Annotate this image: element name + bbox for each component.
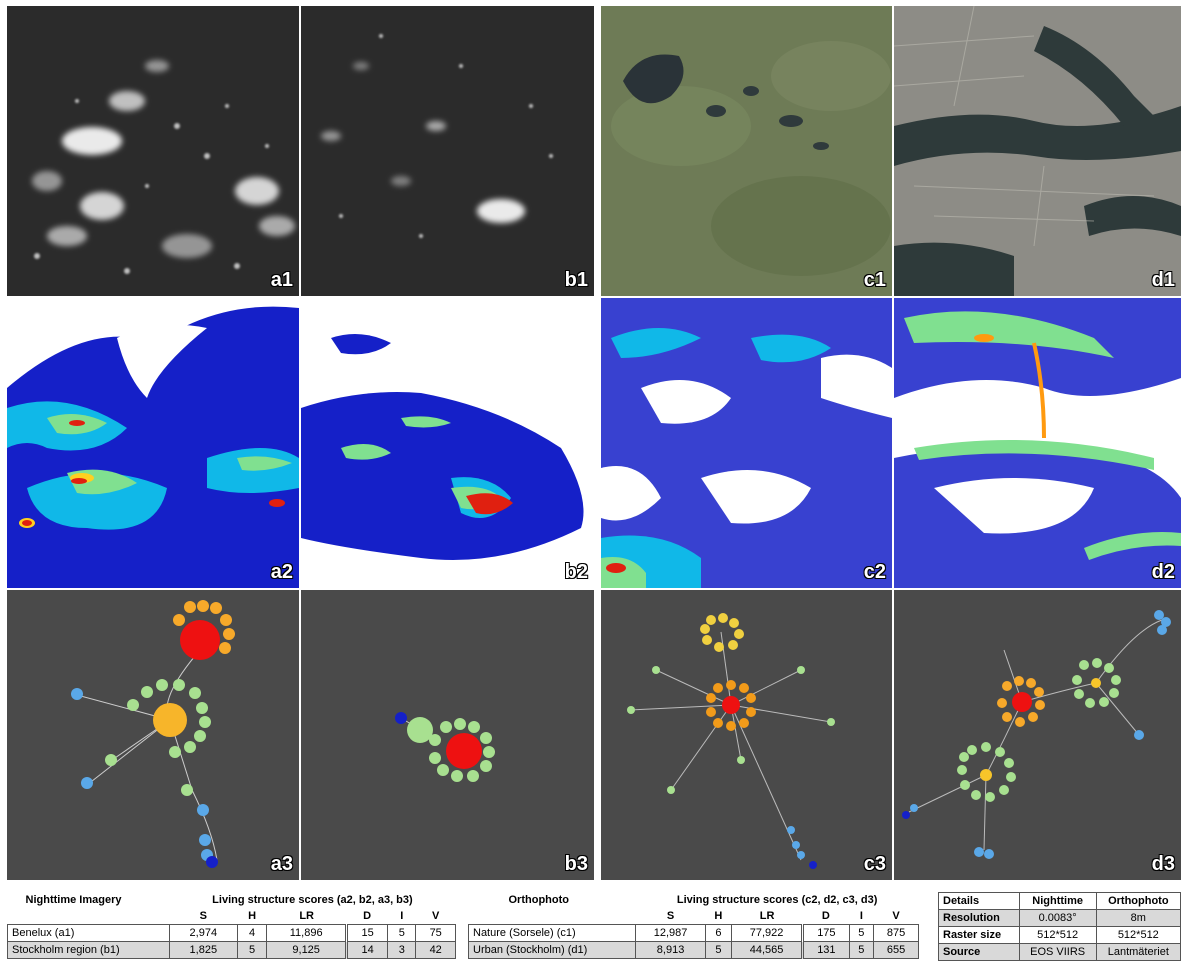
col-header: LR bbox=[266, 908, 347, 925]
panel-label: d2 bbox=[1151, 561, 1175, 583]
table-row: Stockholm region (b1) 1,825 5 9,125 14 3… bbox=[7, 941, 456, 959]
panel-label: c3 bbox=[863, 853, 886, 875]
scores-title: Living structure scores (a2, b2, a3, b3) bbox=[212, 894, 413, 906]
panel-label: c2 bbox=[863, 561, 886, 583]
panel-label: d1 bbox=[1151, 269, 1175, 291]
col-header: H bbox=[705, 908, 732, 925]
panel-b3-network: b3 bbox=[301, 590, 594, 880]
table-row: Raster size 512*512 512*512 bbox=[938, 926, 1182, 944]
panel-label: c1 bbox=[863, 269, 886, 291]
panel-b1-night-stockholm: b1 bbox=[301, 6, 594, 296]
panel-d1-ortho-urban: d1 bbox=[894, 6, 1181, 296]
table-row: Source EOS VIIRS Lantmäteriet bbox=[938, 943, 1182, 961]
panel-label: d3 bbox=[1151, 853, 1175, 875]
nighttime-scores-table: Nighttime Imagery Living structure score… bbox=[7, 892, 456, 959]
panel-label: b2 bbox=[564, 561, 588, 583]
panel-b2-structure-map: b2 bbox=[301, 298, 594, 588]
details-table: Details Nighttime Orthophoto Resolution … bbox=[938, 892, 1182, 961]
col-header: I bbox=[849, 908, 874, 925]
table-row: Nature (Sorsele) (c1) 12,987 6 77,922 17… bbox=[467, 924, 919, 942]
panel-a3-network: a3 bbox=[7, 590, 299, 880]
col-header: H bbox=[237, 908, 267, 925]
table-row: Benelux (a1) 2,974 4 11,896 15 5 75 bbox=[7, 924, 456, 942]
panel-c2-structure-map: c2 bbox=[601, 298, 892, 588]
col-header: I bbox=[387, 908, 416, 925]
col-header: S bbox=[169, 908, 238, 925]
table-title: Orthophoto bbox=[508, 894, 569, 906]
panel-label: b3 bbox=[564, 853, 588, 875]
panel-a2-structure-map: a2 bbox=[7, 298, 299, 588]
col-header: S bbox=[635, 908, 706, 925]
table-title: Nighttime Imagery bbox=[25, 894, 122, 906]
panel-a1-night-benelux: a1 bbox=[7, 6, 299, 296]
col-header: V bbox=[873, 908, 919, 925]
panel-d2-structure-map: d2 bbox=[894, 298, 1181, 588]
panel-c1-ortho-nature: c1 bbox=[601, 6, 892, 296]
col-header: D bbox=[346, 908, 388, 925]
col-header: V bbox=[415, 908, 456, 925]
panel-d3-network: d3 bbox=[894, 590, 1181, 880]
panel-label: a1 bbox=[270, 269, 293, 291]
panel-label: a3 bbox=[270, 853, 293, 875]
table-header-row: Details Nighttime Orthophoto bbox=[938, 892, 1182, 910]
orthophoto-scores-table: Orthophoto Living structure scores (c2, … bbox=[467, 892, 919, 959]
table-row: Urban (Stockholm) (d1) 8,913 5 44,565 13… bbox=[467, 941, 919, 959]
col-header: D bbox=[802, 908, 850, 925]
panel-label: b1 bbox=[564, 269, 588, 291]
panel-c3-network: c3 bbox=[601, 590, 892, 880]
scores-title: Living structure scores (c2, d2, c3, d3) bbox=[676, 894, 878, 906]
col-header: LR bbox=[731, 908, 803, 925]
table-row: Resolution 0.0083° 8m bbox=[938, 909, 1182, 927]
panel-label: a2 bbox=[270, 561, 293, 583]
